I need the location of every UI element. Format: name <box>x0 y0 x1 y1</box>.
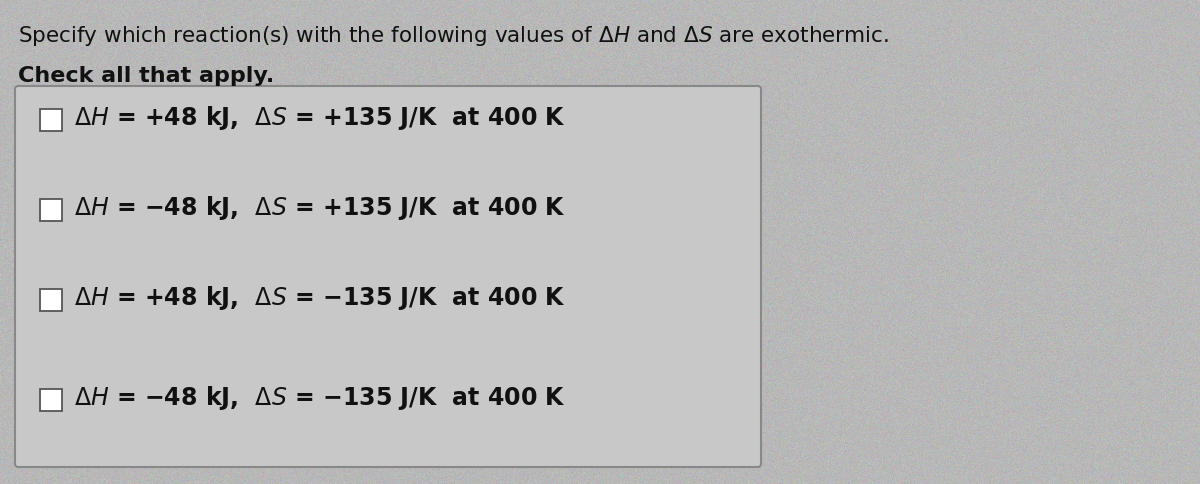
Text: $\Delta H$ = +48 kJ,  $\Delta S$ = −135 J/K  at 400 K: $\Delta H$ = +48 kJ, $\Delta S$ = −135 J… <box>74 284 566 312</box>
Bar <box>40 289 62 311</box>
Text: Check all that apply.: Check all that apply. <box>18 66 275 86</box>
Bar <box>40 389 62 411</box>
Text: $\Delta H$ = −48 kJ,  $\Delta S$ = +135 J/K  at 400 K: $\Delta H$ = −48 kJ, $\Delta S$ = +135 J… <box>74 194 566 222</box>
Bar <box>40 199 62 221</box>
Text: Specify which reaction(s) with the following values of $\Delta H$ and $\Delta S$: Specify which reaction(s) with the follo… <box>18 24 889 48</box>
Text: $\Delta H$ = +48 kJ,  $\Delta S$ = +135 J/K  at 400 K: $\Delta H$ = +48 kJ, $\Delta S$ = +135 J… <box>74 104 566 132</box>
Text: $\Delta H$ = −48 kJ,  $\Delta S$ = −135 J/K  at 400 K: $\Delta H$ = −48 kJ, $\Delta S$ = −135 J… <box>74 384 566 412</box>
Bar <box>40 109 62 131</box>
FancyBboxPatch shape <box>14 86 761 467</box>
